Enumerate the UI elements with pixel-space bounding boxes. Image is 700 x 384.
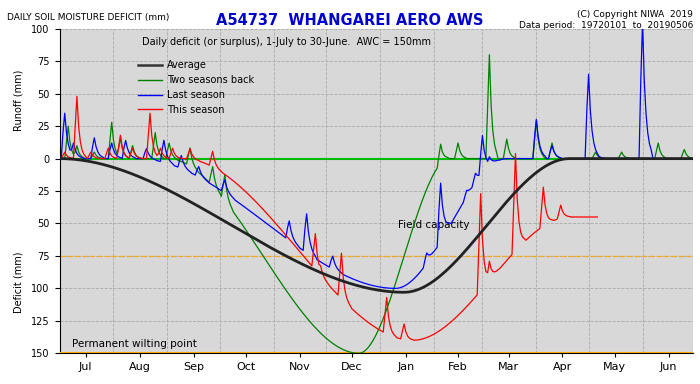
Text: Daily deficit (or surplus), 1-July to 30-June.  AWC = 150mm: Daily deficit (or surplus), 1-July to 30… — [142, 37, 431, 47]
Legend: Average, Two seasons back, Last season, This season: Average, Two seasons back, Last season, … — [134, 56, 258, 119]
Text: (C) Copyright NIWA  2019: (C) Copyright NIWA 2019 — [577, 10, 693, 18]
Text: Data period:  19720101  to  20190506: Data period: 19720101 to 20190506 — [519, 21, 693, 30]
Text: Deficit (mm): Deficit (mm) — [13, 251, 23, 313]
Text: Runoff (mm): Runoff (mm) — [13, 70, 23, 131]
Text: A54737  WHANGAREI AERO AWS: A54737 WHANGAREI AERO AWS — [216, 13, 484, 28]
Text: Field capacity: Field capacity — [398, 220, 470, 230]
Text: Permanent wilting point: Permanent wilting point — [72, 339, 197, 349]
Text: DAILY SOIL MOISTURE DEFICIT (mm): DAILY SOIL MOISTURE DEFICIT (mm) — [7, 13, 169, 22]
